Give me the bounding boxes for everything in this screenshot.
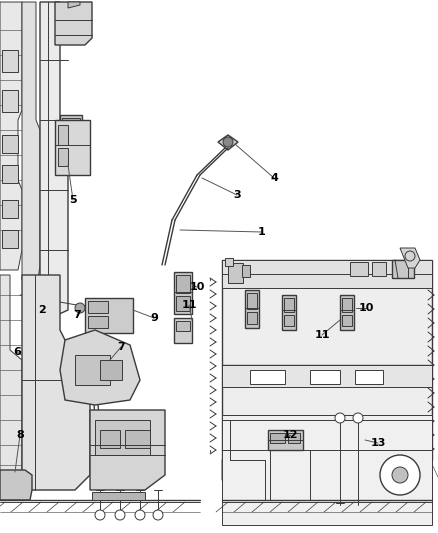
Bar [355, 370, 383, 384]
Circle shape [335, 413, 345, 423]
Circle shape [135, 510, 145, 520]
Bar [176, 296, 190, 311]
Bar [222, 415, 432, 525]
Polygon shape [0, 275, 22, 480]
Bar [222, 365, 432, 387]
Bar [372, 262, 386, 276]
Bar [270, 433, 285, 443]
Text: 7: 7 [117, 342, 125, 352]
Polygon shape [22, 275, 90, 490]
Bar [225, 258, 233, 266]
Bar [88, 301, 108, 313]
Bar [392, 260, 414, 278]
Text: 8: 8 [16, 430, 24, 440]
Bar [62, 118, 80, 128]
Bar [222, 260, 432, 460]
Circle shape [95, 510, 105, 520]
Bar [174, 318, 192, 343]
Text: 6: 6 [13, 347, 21, 357]
Text: 12: 12 [282, 430, 298, 440]
Polygon shape [0, 470, 32, 500]
Text: 9: 9 [150, 313, 158, 323]
Bar [2, 200, 18, 218]
Circle shape [75, 303, 85, 313]
Bar [284, 298, 294, 312]
Bar [310, 370, 340, 384]
Polygon shape [218, 135, 238, 150]
Bar [282, 295, 296, 330]
Bar [268, 430, 303, 450]
Circle shape [353, 413, 363, 423]
Polygon shape [40, 2, 68, 316]
Bar [95, 420, 150, 455]
Text: 10: 10 [189, 282, 205, 292]
Text: 4: 4 [270, 173, 278, 183]
Polygon shape [0, 2, 22, 270]
Text: 10: 10 [358, 303, 374, 313]
Bar [174, 272, 192, 314]
Bar [75, 355, 110, 385]
Circle shape [380, 455, 420, 495]
Bar [58, 148, 68, 166]
Text: 11: 11 [181, 300, 197, 310]
Bar [2, 135, 18, 153]
Bar [60, 115, 82, 145]
Circle shape [392, 467, 408, 483]
Bar [2, 90, 18, 112]
Bar [288, 433, 300, 443]
Bar [125, 430, 150, 448]
Circle shape [115, 510, 125, 520]
Polygon shape [400, 248, 420, 268]
Bar [88, 316, 108, 328]
Bar [340, 295, 354, 330]
Circle shape [153, 510, 163, 520]
Bar [250, 370, 285, 384]
Polygon shape [60, 330, 140, 405]
Polygon shape [222, 460, 432, 492]
Bar [350, 262, 368, 276]
Bar [176, 275, 190, 293]
Bar [100, 360, 122, 380]
Bar [2, 50, 18, 72]
Text: 11: 11 [314, 330, 330, 340]
Polygon shape [55, 2, 92, 45]
Bar [2, 230, 18, 248]
Text: 5: 5 [69, 195, 77, 205]
Polygon shape [90, 410, 165, 490]
Bar [228, 263, 243, 283]
Bar [85, 298, 133, 333]
Bar [176, 321, 190, 331]
Text: 3: 3 [233, 190, 241, 200]
Bar [342, 298, 352, 312]
Bar [284, 315, 294, 326]
Bar [242, 265, 250, 277]
Bar [342, 315, 352, 326]
Polygon shape [92, 492, 145, 500]
Bar [58, 125, 68, 145]
Text: 1: 1 [258, 227, 266, 237]
Text: 13: 13 [370, 438, 386, 448]
Bar [247, 312, 257, 324]
Text: 7: 7 [73, 310, 81, 320]
Bar [55, 120, 90, 175]
Polygon shape [22, 2, 40, 280]
Bar [247, 293, 257, 309]
Text: 2: 2 [38, 305, 46, 315]
Bar [2, 165, 18, 183]
Bar [222, 260, 432, 288]
Bar [245, 290, 259, 328]
Bar [100, 430, 120, 448]
Circle shape [223, 137, 233, 147]
Polygon shape [68, 2, 80, 8]
